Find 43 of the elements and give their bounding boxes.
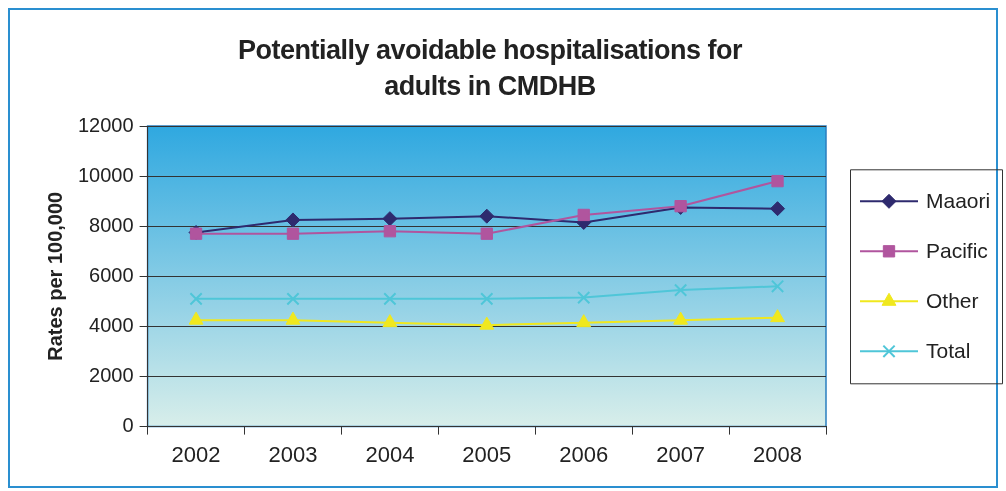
x-tick-label: 2007 [656, 441, 706, 467]
point [382, 211, 398, 227]
legend-label: Other [926, 289, 979, 313]
x-tick-label: 2002 [171, 441, 221, 467]
x-tick-label: 2008 [753, 441, 803, 467]
y-tick-label: 8000 [89, 213, 134, 236]
y-tick-label: 12000 [77, 113, 134, 136]
y-tick-label: 2000 [89, 364, 134, 387]
point [577, 208, 590, 222]
point [577, 290, 591, 305]
x-tick-label: 2005 [462, 441, 512, 467]
point [285, 212, 301, 228]
point [480, 292, 494, 306]
point [770, 279, 785, 293]
point [383, 225, 397, 238]
point [770, 201, 786, 217]
point [479, 208, 495, 224]
point [771, 174, 784, 188]
x-tick-label: 2006 [559, 441, 609, 467]
y-axis-title: Rates per 100,000 [43, 191, 66, 361]
y-tick-label: 4000 [89, 313, 134, 336]
point [383, 292, 397, 306]
point [188, 311, 204, 325]
legend-label: Pacific [926, 239, 988, 263]
chart-title: Potentially avoidable hospitalisations for adults in CMDHB [236, 34, 744, 103]
point [673, 311, 689, 325]
point [189, 292, 203, 306]
x-tick-label: 2004 [365, 441, 415, 467]
point [285, 311, 301, 325]
y-tick-label: 6000 [89, 263, 134, 286]
y-tick-label: 0 [122, 414, 134, 437]
point [480, 227, 493, 240]
point [382, 314, 398, 328]
legend-label: Total [926, 339, 971, 363]
legend-label: Maaori [926, 189, 991, 213]
point [576, 314, 592, 328]
point [673, 283, 688, 297]
point [770, 309, 785, 323]
x-tick-label: 2003 [268, 441, 318, 467]
point [286, 292, 300, 306]
point [286, 227, 300, 240]
point [479, 316, 495, 330]
y-tick-label: 10000 [77, 163, 134, 186]
